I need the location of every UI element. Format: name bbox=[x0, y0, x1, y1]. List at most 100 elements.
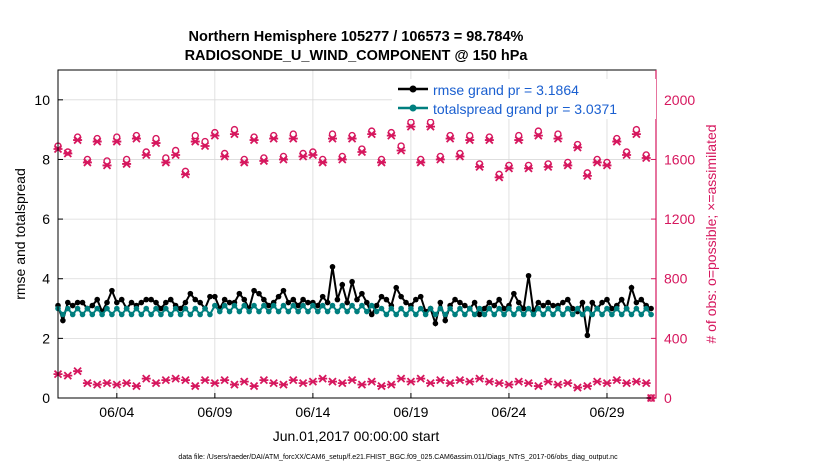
rmse-point bbox=[437, 299, 444, 306]
rmse-point bbox=[579, 299, 586, 306]
totalspread-point bbox=[388, 305, 395, 312]
rmse-point bbox=[457, 299, 463, 306]
totalspread-point bbox=[84, 305, 91, 312]
rmse-point bbox=[339, 281, 346, 288]
totalspread-point bbox=[466, 305, 473, 312]
totalspread-point bbox=[359, 302, 365, 309]
rmse-point bbox=[79, 299, 86, 306]
rmse-point bbox=[261, 296, 267, 303]
rmse-point bbox=[329, 264, 336, 270]
y-right-tick-label: 2000 bbox=[664, 92, 695, 108]
obs-assimilated-marker bbox=[514, 135, 524, 145]
totalspread-point bbox=[143, 305, 150, 312]
obs-assimilated-marker bbox=[239, 377, 249, 386]
totalspread-point bbox=[609, 311, 615, 318]
obs-assimilated-marker bbox=[327, 377, 337, 386]
totalspread-point bbox=[114, 305, 120, 312]
obs-assimilated-marker bbox=[278, 155, 288, 164]
obs-assimilated-marker bbox=[533, 131, 543, 140]
obs-assimilated-marker bbox=[249, 381, 259, 391]
totalspread-point bbox=[60, 311, 66, 318]
totalspread-point bbox=[231, 302, 238, 309]
obs-assimilated-marker bbox=[171, 150, 181, 160]
legend-marker-rmse bbox=[409, 85, 417, 93]
rmse-point bbox=[589, 299, 596, 306]
totalspread-point bbox=[520, 311, 527, 318]
totalspread-point bbox=[545, 305, 551, 312]
y-left-tick-label: 10 bbox=[34, 92, 50, 108]
totalspread-point bbox=[187, 311, 194, 318]
obs-assimilated-marker bbox=[151, 138, 161, 148]
obs-assimilated-marker bbox=[386, 380, 396, 389]
obs-possible-marker bbox=[328, 130, 337, 138]
obs-assimilated-marker bbox=[82, 378, 92, 388]
rmse-point bbox=[74, 299, 81, 306]
totalspread-point bbox=[275, 308, 282, 315]
totalspread-point bbox=[432, 311, 439, 318]
obs-possible-marker bbox=[191, 131, 199, 140]
totalspread-point bbox=[604, 305, 610, 312]
totalspread-point bbox=[270, 302, 277, 309]
obs-assimilated-marker bbox=[612, 137, 622, 146]
totalspread-point bbox=[172, 305, 179, 312]
y-right-tick-label: 800 bbox=[664, 271, 688, 287]
totalspread-point bbox=[383, 311, 390, 318]
rmse-point bbox=[462, 302, 468, 309]
obs-assimilated-marker bbox=[573, 143, 583, 152]
totalspread-point bbox=[65, 305, 71, 312]
totalspread-point bbox=[123, 305, 130, 312]
legend-label-rmse: rmse grand pr = 3.1864 bbox=[433, 82, 579, 98]
obs-assimilated-marker bbox=[337, 155, 347, 164]
totalspread-point bbox=[324, 308, 331, 315]
obs-assimilated-marker bbox=[229, 380, 239, 389]
obs-assimilated-marker bbox=[455, 375, 465, 385]
totalspread-point bbox=[550, 311, 556, 318]
rmse-point bbox=[550, 302, 556, 309]
obs-assimilated-marker bbox=[131, 381, 141, 391]
y-left-tick-label: 4 bbox=[42, 271, 50, 287]
totalspread-point bbox=[569, 311, 576, 318]
rmse-point bbox=[163, 299, 169, 306]
rmse-point bbox=[89, 302, 96, 309]
totalspread-point bbox=[202, 305, 208, 312]
obs-assimilated-marker bbox=[445, 134, 455, 143]
obs-assimilated-marker bbox=[92, 380, 102, 389]
totalspread-point bbox=[481, 311, 488, 318]
obs-assimilated-marker bbox=[377, 158, 387, 167]
obs-possible-marker bbox=[554, 130, 562, 138]
totalspread-point bbox=[643, 305, 649, 312]
obs-assimilated-marker bbox=[641, 378, 651, 388]
y-left-tick-label: 2 bbox=[42, 330, 50, 346]
totalspread-point bbox=[241, 302, 248, 309]
totalspread-point bbox=[310, 302, 316, 309]
totalspread-point bbox=[133, 305, 140, 312]
totalspread-point bbox=[207, 311, 213, 318]
obs-assimilated-marker bbox=[73, 367, 83, 376]
obs-assimilated-marker bbox=[141, 374, 151, 383]
obs-assimilated-marker bbox=[308, 377, 318, 386]
totalspread-point bbox=[471, 311, 478, 318]
obs-assimilated-marker bbox=[259, 156, 269, 166]
totalspread-point bbox=[486, 305, 493, 312]
totalspread-point bbox=[515, 305, 522, 312]
rmse-point bbox=[525, 272, 532, 279]
totalspread-point bbox=[501, 311, 507, 318]
obs-assimilated-marker bbox=[602, 378, 612, 388]
x-tick-label: 06/19 bbox=[393, 404, 428, 420]
totalspread-point bbox=[393, 311, 400, 318]
rmse-point bbox=[314, 302, 321, 309]
y-right-tick-label: 1200 bbox=[664, 211, 695, 227]
obs-assimilated-marker bbox=[484, 135, 494, 145]
obs-possible-marker bbox=[407, 118, 415, 126]
chart-title-line-2: RADIOSONDE_U_WIND_COMPONENT @ 150 hPa bbox=[185, 48, 529, 64]
obs-assimilated-marker bbox=[171, 374, 181, 383]
obs-assimilated-marker bbox=[220, 375, 230, 385]
totalspread-point bbox=[221, 302, 228, 309]
x-tick-label: 06/04 bbox=[99, 404, 134, 420]
totalspread-point bbox=[89, 311, 96, 318]
totalspread-point bbox=[148, 311, 154, 318]
rmse-point bbox=[305, 299, 311, 306]
totalspread-point bbox=[457, 305, 463, 312]
